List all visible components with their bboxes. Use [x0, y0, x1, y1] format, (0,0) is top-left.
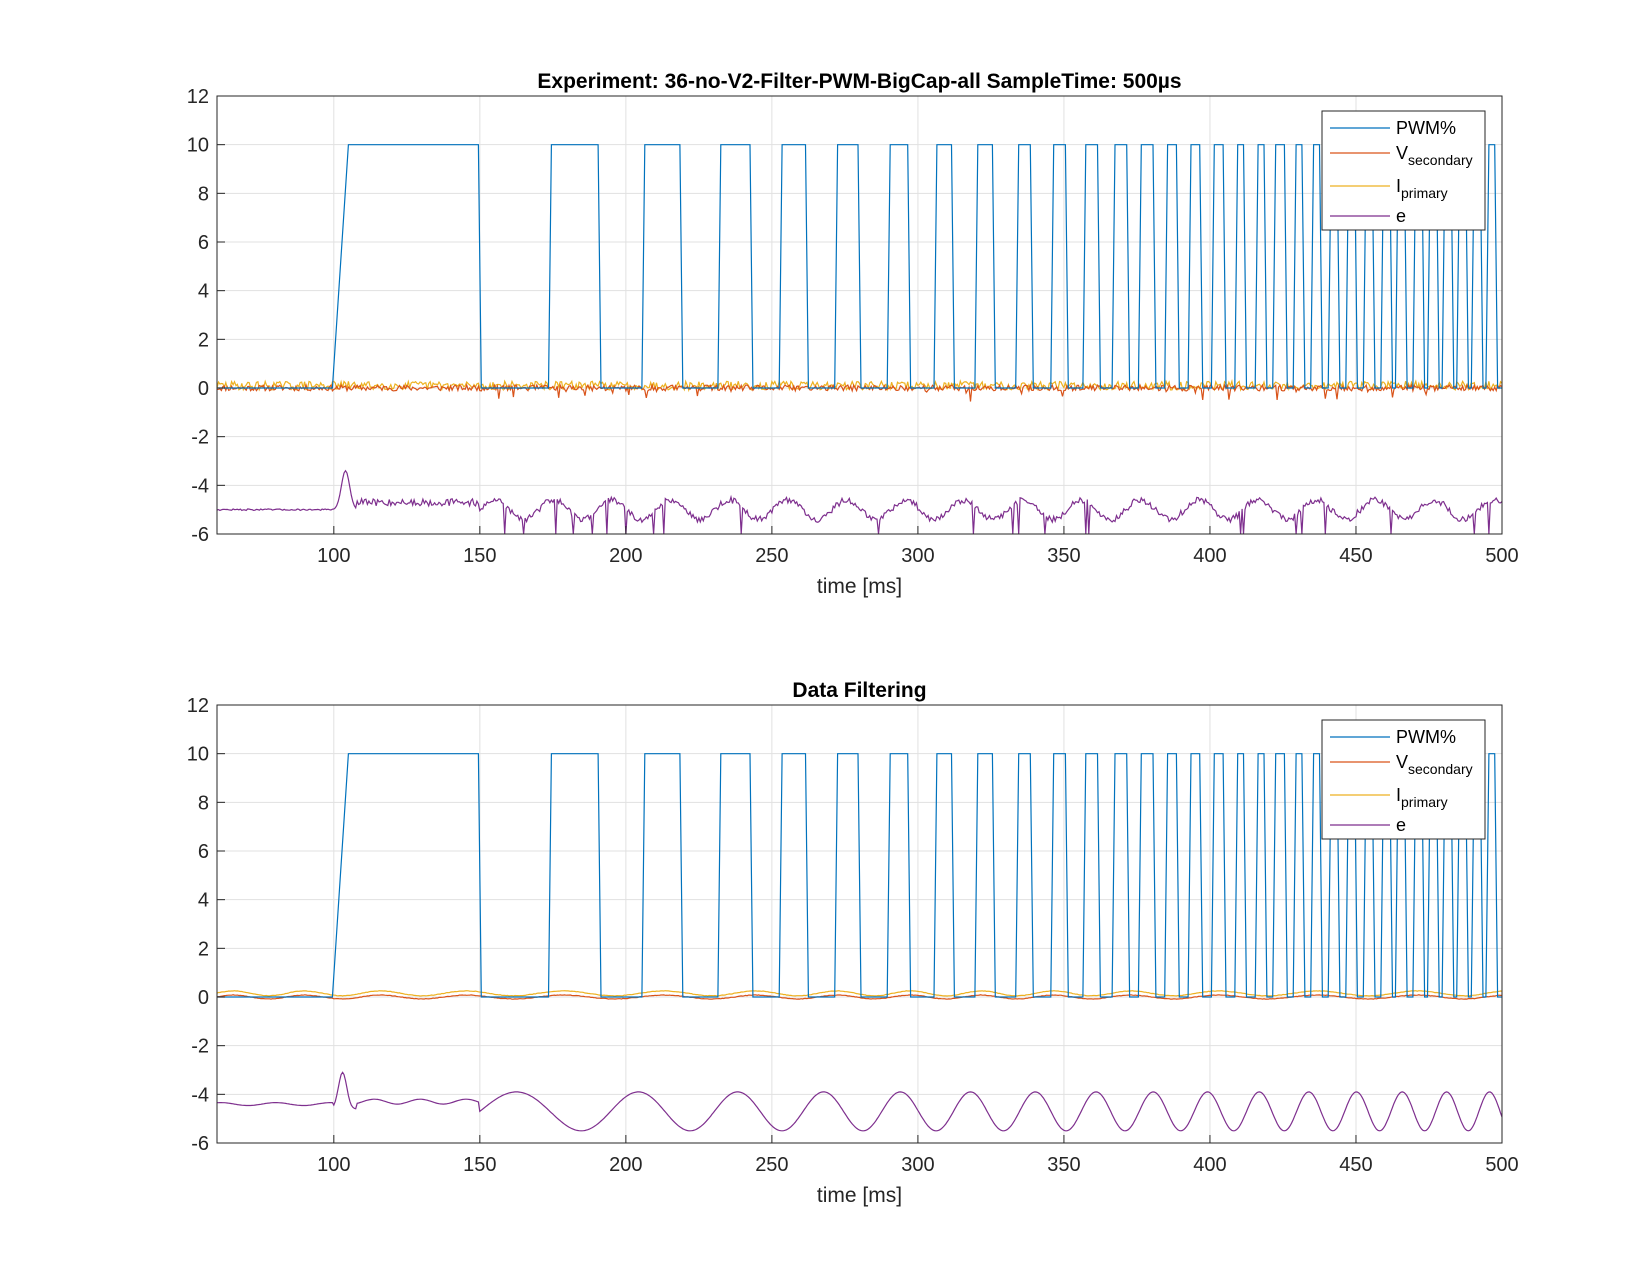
plot-area-filtered — [216, 753, 1503, 1132]
legend-name-v: V — [1396, 143, 1408, 163]
x-tick-label: 200 — [609, 1154, 642, 1176]
series-line-pwm — [217, 753, 1502, 998]
y-ticks-filtered: -6 -4 -2 0 2 4 6 8 10 12 — [187, 695, 225, 1155]
y-tick-label: 0 — [198, 378, 209, 400]
x-tick-label: 450 — [1339, 545, 1372, 567]
legend-sub-secondary: secondary — [1408, 761, 1473, 777]
legend-name-i: I — [1396, 176, 1401, 196]
y-tick-label: 10 — [187, 744, 209, 766]
legend-label-e: e — [1396, 815, 1406, 835]
y-tick-label: -2 — [191, 1036, 209, 1058]
y-tick-label: -2 — [191, 427, 209, 449]
y-tick-label: 6 — [198, 841, 209, 863]
chart-title-filtered: Data Filtering — [792, 679, 926, 702]
x-ticks-raw: 100 150 200 250 300 350 400 450 500 — [317, 526, 1519, 567]
y-tick-label: 8 — [198, 792, 209, 814]
series-line-pwm — [217, 144, 1502, 389]
y-tick-label: 6 — [198, 232, 209, 254]
x-tick-label: 350 — [1047, 1154, 1080, 1176]
axes-frame-filtered — [216, 704, 1503, 1144]
legend-label-e: e — [1396, 206, 1406, 226]
legend-label-vsecondary: Vsecondary — [1396, 143, 1473, 168]
y-tick-label: 2 — [198, 329, 209, 351]
legend-item-pwm: PWM% — [1330, 118, 1456, 138]
x-axis-label-raw: time [ms] — [817, 575, 902, 598]
legend-sub-primary: primary — [1401, 185, 1448, 201]
legend-item-iprimary: Iprimary — [1330, 785, 1448, 810]
legend-label-pwm: PWM% — [1396, 118, 1456, 138]
legend-label-pwm: PWM% — [1396, 727, 1456, 747]
legend-label-iprimary: Iprimary — [1396, 785, 1448, 810]
x-axis-label-filtered: time [ms] — [817, 1184, 902, 1207]
x-tick-label: 100 — [317, 1154, 350, 1176]
legend-item-pwm: PWM% — [1330, 727, 1456, 747]
legend-filtered: PWM% Vsecondary Iprimary e — [1321, 719, 1486, 840]
legend-name-pwm: PWM% — [1396, 727, 1456, 747]
legend-raw: PWM% Vsecondary Iprimary e — [1321, 110, 1486, 231]
y-tick-label: -6 — [191, 1133, 209, 1155]
legend-box-raw — [1321, 110, 1486, 231]
legend-item-e: e — [1330, 206, 1406, 226]
legend-name-i: I — [1396, 785, 1401, 805]
legend-name-pwm: PWM% — [1396, 118, 1456, 138]
y-tick-label: -4 — [191, 475, 209, 497]
x-tick-label: 450 — [1339, 1154, 1372, 1176]
legend-sub-primary: primary — [1401, 794, 1448, 810]
chart-panel-filtered: -6 -4 -2 0 2 4 6 8 10 12 100 150 200 250 300 350 400 450… — [187, 679, 1519, 1207]
chart-panel-raw: -6 -4 -2 0 2 4 6 8 10 12 100 150 200 250 300 350 400 450… — [187, 70, 1519, 598]
x-tick-label: 400 — [1193, 545, 1226, 567]
legend-name-e: e — [1396, 815, 1406, 835]
legend-item-vsecondary: Vsecondary — [1330, 143, 1473, 168]
x-tick-label: 100 — [317, 545, 350, 567]
legend-label-vsecondary: Vsecondary — [1396, 752, 1473, 777]
x-tick-label: 150 — [463, 1154, 496, 1176]
x-tick-label: 250 — [755, 545, 788, 567]
legend-label-iprimary: Iprimary — [1396, 176, 1448, 201]
y-tick-label: 4 — [198, 281, 209, 303]
x-ticks-filtered: 100 150 200 250 300 350 400 450 500 — [317, 1135, 1519, 1176]
x-tick-label: 200 — [609, 545, 642, 567]
series-line-e — [217, 1071, 1503, 1132]
x-tick-label: 500 — [1485, 1154, 1518, 1176]
legend-item-e: e — [1330, 815, 1406, 835]
legend-item-iprimary: Iprimary — [1330, 176, 1448, 201]
y-tick-label: 2 — [198, 938, 209, 960]
series-line-vsec — [216, 994, 1502, 1000]
x-tick-label: 500 — [1485, 545, 1518, 567]
y-tick-label: 0 — [198, 987, 209, 1009]
y-tick-label: 12 — [187, 695, 209, 717]
x-tick-label: 350 — [1047, 545, 1080, 567]
y-tick-label: -6 — [191, 524, 209, 546]
series-line-e — [216, 469, 1503, 535]
y-tick-label: 10 — [187, 135, 209, 157]
y-tick-label: 8 — [198, 183, 209, 205]
legend-name-e: e — [1396, 206, 1406, 226]
axes-frame-raw — [216, 95, 1503, 535]
plot-area-raw — [216, 144, 1503, 535]
x-tick-label: 300 — [901, 1154, 934, 1176]
legend-item-vsecondary: Vsecondary — [1330, 752, 1473, 777]
legend-box-filtered — [1321, 719, 1486, 840]
chart-title-raw: Experiment: 36-no-V2-Filter-PWM-BigCap-a… — [537, 70, 1181, 93]
y-ticks-raw: -6 -4 -2 0 2 4 6 8 10 12 — [187, 86, 225, 546]
y-tick-label: 12 — [187, 86, 209, 108]
x-tick-label: 250 — [755, 1154, 788, 1176]
x-tick-label: 400 — [1193, 1154, 1226, 1176]
legend-sub-secondary: secondary — [1408, 152, 1473, 168]
legend-name-v: V — [1396, 752, 1408, 772]
y-tick-label: -4 — [191, 1084, 209, 1106]
x-tick-label: 150 — [463, 545, 496, 567]
y-tick-label: 4 — [198, 890, 209, 912]
x-tick-label: 300 — [901, 545, 934, 567]
